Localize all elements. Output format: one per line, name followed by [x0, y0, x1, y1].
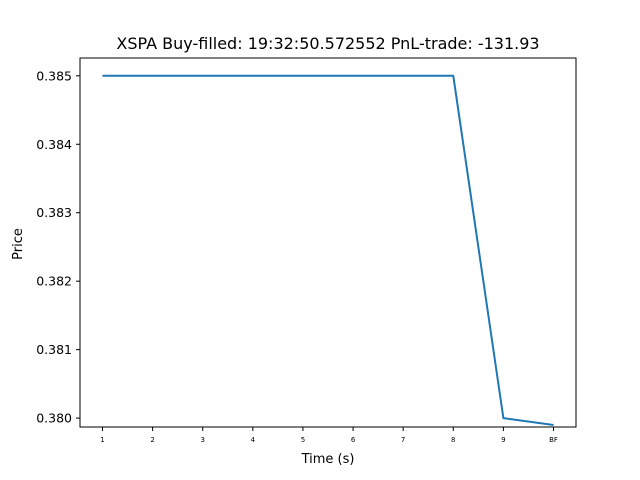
x-tick-label: 5: [301, 436, 305, 444]
y-tick-label: 0.381: [36, 342, 72, 357]
axes: [79, 57, 577, 428]
plot-frame: [79, 57, 577, 428]
y-tick-label: 0.385: [36, 68, 72, 83]
y-tick-label: 0.383: [36, 205, 72, 220]
x-tick-label: 9: [501, 436, 505, 444]
x-axis-ticks: 1 2 3 4 5 6 7 8 9 BF: [100, 427, 558, 444]
y-axis-ticks: 0.380 0.381 0.382 0.383 0.384 0.385: [36, 68, 80, 426]
x-tick-label: 4: [251, 436, 256, 444]
x-tick-label: 7: [401, 436, 405, 444]
x-tick-label: 1: [100, 436, 104, 444]
y-tick-label: 0.380: [36, 411, 72, 426]
y-axis-label: Price: [11, 228, 26, 260]
y-tick-label: 0.384: [36, 137, 72, 152]
x-tick-label: 6: [351, 436, 356, 444]
series-line-0: [102, 74, 554, 426]
x-tick-label: 2: [150, 436, 154, 444]
x-axis-label: Time (s): [301, 452, 355, 467]
x-tick-label: BF: [549, 436, 558, 444]
y-tick-label: 0.382: [36, 274, 72, 289]
chart-title: XSPA Buy-filled: 19:32:50.572552 PnL-tra…: [116, 34, 539, 53]
series-layer: [102, 74, 554, 426]
x-tick-label: 8: [451, 436, 455, 444]
x-tick-label: 3: [200, 436, 204, 444]
